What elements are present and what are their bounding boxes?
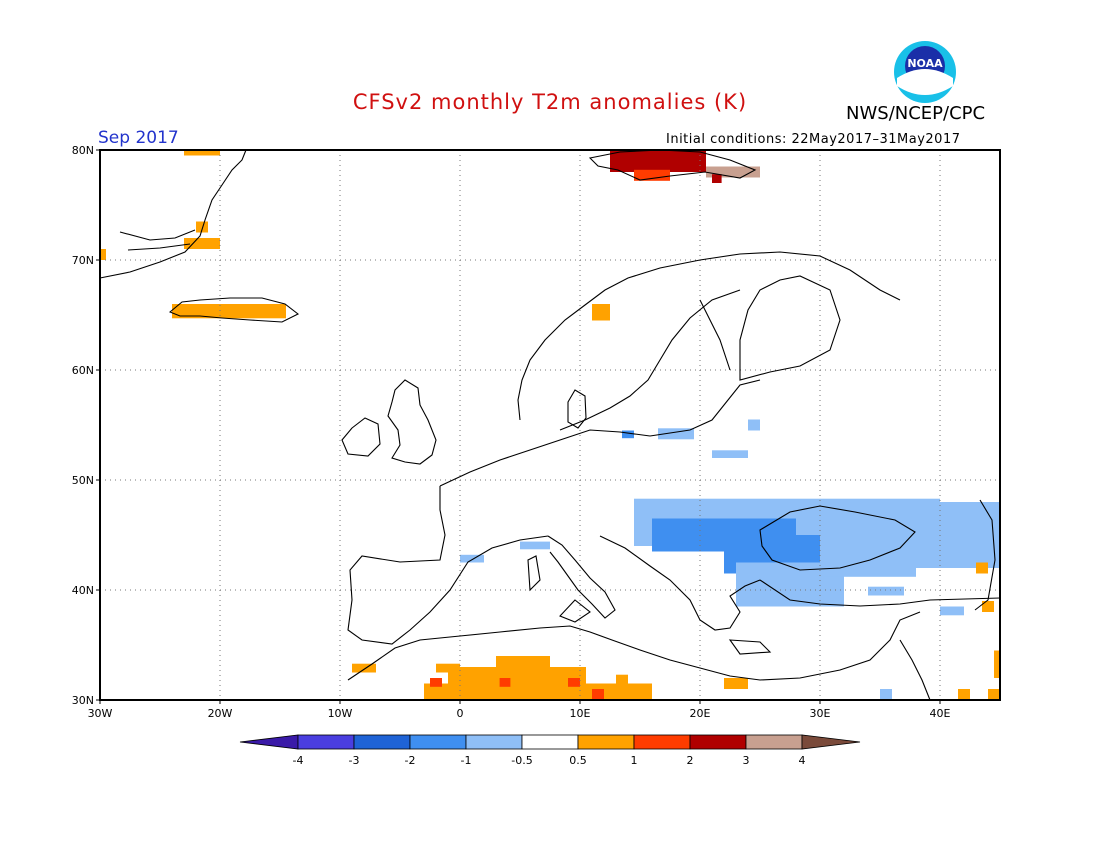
- latitude-labels: 80N 70N 60N 50N 40N 30N: [72, 144, 100, 707]
- anomaly-patch: [520, 541, 550, 550]
- anomaly-patch: [712, 450, 748, 458]
- anomaly-patch: [430, 678, 442, 687]
- lat-label: 50N: [72, 474, 94, 487]
- forecast-month: Sep 2017: [98, 128, 179, 148]
- map-frame: [99, 149, 1001, 701]
- anomaly-patch: [100, 249, 106, 260]
- colorbar-segment: [521, 734, 579, 750]
- anomaly-patch: [712, 174, 722, 183]
- anomaly-patch: [460, 554, 484, 563]
- anomaly-patch: [940, 606, 964, 616]
- anomaly-patch: [976, 562, 988, 574]
- noaa-logo-text: NOAA: [907, 57, 943, 70]
- lon-label: 30W: [88, 707, 113, 720]
- lon-label: 0: [457, 707, 464, 720]
- colorbar: -4 -3 -2 -1 -0.5 0.5 1 2 3 4: [239, 734, 861, 767]
- anomaly-patch: [568, 678, 580, 687]
- colorbar-segment: [465, 734, 523, 750]
- lon-label: 20W: [208, 707, 233, 720]
- map-title: CFSv2 monthly T2m anomalies (K): [352, 90, 748, 114]
- anomaly-patch: [820, 568, 916, 577]
- colorbar-segment: [745, 734, 803, 750]
- colorbar-segment: [353, 734, 411, 750]
- anomaly-patch: [868, 586, 904, 596]
- noaa-logo-icon: NOAA: [894, 41, 956, 103]
- anomaly-patch: [958, 689, 970, 700]
- anomaly-patch: [808, 502, 1000, 568]
- map-grid: [100, 150, 1000, 700]
- anomaly-patch: [172, 304, 286, 319]
- lon-label: 40E: [930, 707, 951, 720]
- colorbar-segment: [409, 734, 467, 750]
- anomaly-patch: [634, 169, 670, 181]
- anomaly-patch: [880, 689, 892, 700]
- colorbar-label: -2: [405, 754, 416, 767]
- anomaly-patch: [610, 150, 706, 172]
- anomaly-patch: [988, 689, 1000, 700]
- anomaly-patch: [622, 430, 634, 439]
- anomaly-patch: [184, 238, 220, 249]
- colorbar-segment: [297, 734, 355, 750]
- initial-conditions: Initial conditions: 22May2017–31May2017: [666, 132, 961, 147]
- anomaly-patch: [184, 150, 220, 156]
- anomaly-patch: [496, 656, 550, 667]
- lon-label: 20E: [690, 707, 711, 720]
- lon-label: 10E: [570, 707, 591, 720]
- colorbar-label: 2: [687, 754, 694, 767]
- lat-label: 70N: [72, 254, 94, 267]
- anomaly-patch: [724, 678, 748, 689]
- colorbar-label: 0.5: [569, 754, 587, 767]
- anomaly-patch: [499, 678, 511, 687]
- anomaly-patch: [196, 221, 208, 233]
- lon-label: 10W: [328, 707, 353, 720]
- colorbar-min-arrow: [239, 734, 299, 750]
- anomaly-patch: [748, 419, 760, 431]
- coastlines: [99, 149, 1001, 701]
- anomaly-patch: [352, 663, 376, 673]
- colorbar-label: -4: [293, 754, 304, 767]
- anomaly-patch: [592, 304, 610, 321]
- anomaly-patch: [448, 667, 586, 684]
- colorbar-label: 3: [743, 754, 750, 767]
- colorbar-label: -3: [349, 754, 360, 767]
- anomaly-patches: [100, 150, 1000, 700]
- lat-label: 30N: [72, 694, 94, 707]
- agency-label: NWS/NCEP/CPC: [846, 103, 986, 124]
- colorbar-segment: [689, 734, 747, 750]
- colorbar-label: -0.5: [511, 754, 532, 767]
- anomaly-patch: [982, 601, 994, 612]
- anomaly-patch: [592, 689, 604, 700]
- colorbar-label: 1: [631, 754, 638, 767]
- anomaly-patch: [658, 428, 694, 440]
- colorbar-label: 4: [799, 754, 806, 767]
- colorbar-segment: [633, 734, 691, 750]
- lon-label: 30E: [810, 707, 831, 720]
- anomaly-patch: [706, 166, 760, 178]
- longitude-labels: 30W 20W 10W 0 10E 20E 30E 40E: [88, 700, 951, 720]
- lat-label: 60N: [72, 364, 94, 377]
- lat-label: 40N: [72, 584, 94, 597]
- colorbar-segment: [577, 734, 635, 750]
- colorbar-max-arrow: [801, 734, 861, 750]
- anomaly-patch: [616, 674, 628, 692]
- colorbar-label: -1: [461, 754, 472, 767]
- anomaly-patch: [994, 650, 1000, 678]
- lat-label: 80N: [72, 144, 94, 157]
